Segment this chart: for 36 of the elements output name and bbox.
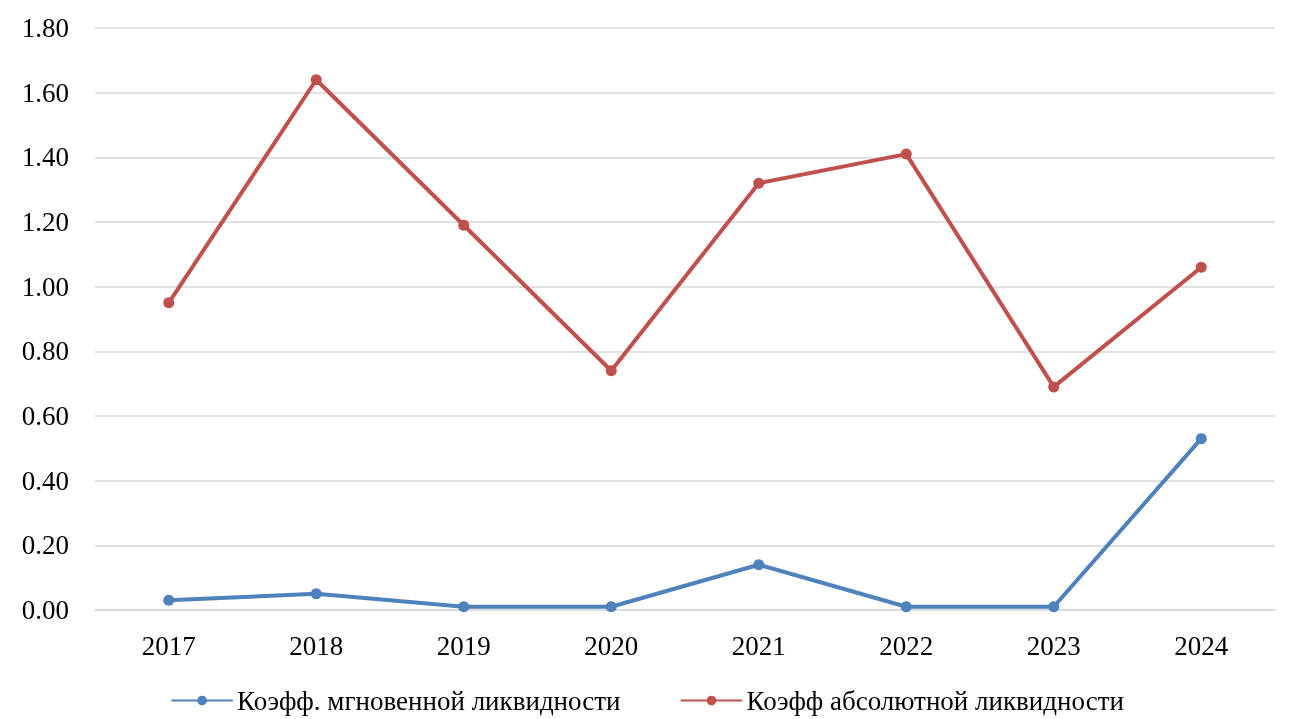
- y-tick-label: 1.40: [21, 142, 69, 173]
- y-tick-label: 0.60: [21, 401, 69, 431]
- point: [310, 588, 322, 600]
- y-tick-label: 1.20: [21, 207, 69, 237]
- y-tick-label: 1.80: [21, 13, 69, 43]
- x-tick-label: 2019: [436, 630, 491, 661]
- x-tick-label: 2018: [289, 630, 344, 661]
- y-tick-label: 0.40: [21, 465, 69, 496]
- x-tick-label: 2024: [1174, 630, 1229, 661]
- point: [163, 297, 175, 309]
- point: [1048, 381, 1060, 393]
- x-tick-label: 2022: [879, 630, 934, 661]
- point: [900, 148, 912, 160]
- x-tick-label: 2021: [731, 630, 786, 661]
- point: [163, 594, 175, 606]
- point: [1195, 433, 1207, 445]
- legend-label: Коэфф. мгновенной ликвидности: [237, 685, 621, 716]
- y-tick-label: 0.20: [21, 530, 69, 561]
- point: [605, 365, 617, 377]
- point: [458, 601, 470, 613]
- y-tick-label: 0.00: [21, 595, 69, 625]
- y-tick-label: 1.60: [21, 77, 69, 108]
- point: [1048, 601, 1060, 613]
- point: [310, 74, 322, 86]
- x-tick-label: 2020: [584, 630, 639, 661]
- point: [458, 219, 470, 231]
- point: [753, 559, 765, 571]
- point: [753, 177, 765, 189]
- point: [605, 601, 617, 613]
- x-tick-label: 2017: [141, 630, 196, 661]
- y-tick-label: 0.80: [21, 336, 69, 367]
- x-tick-label: 2023: [1026, 630, 1081, 661]
- point: [1195, 261, 1207, 273]
- legend-label: Коэфф абсолютной ликвидности: [746, 685, 1124, 716]
- y-tick-label: 1.00: [21, 271, 69, 302]
- point: [900, 601, 912, 613]
